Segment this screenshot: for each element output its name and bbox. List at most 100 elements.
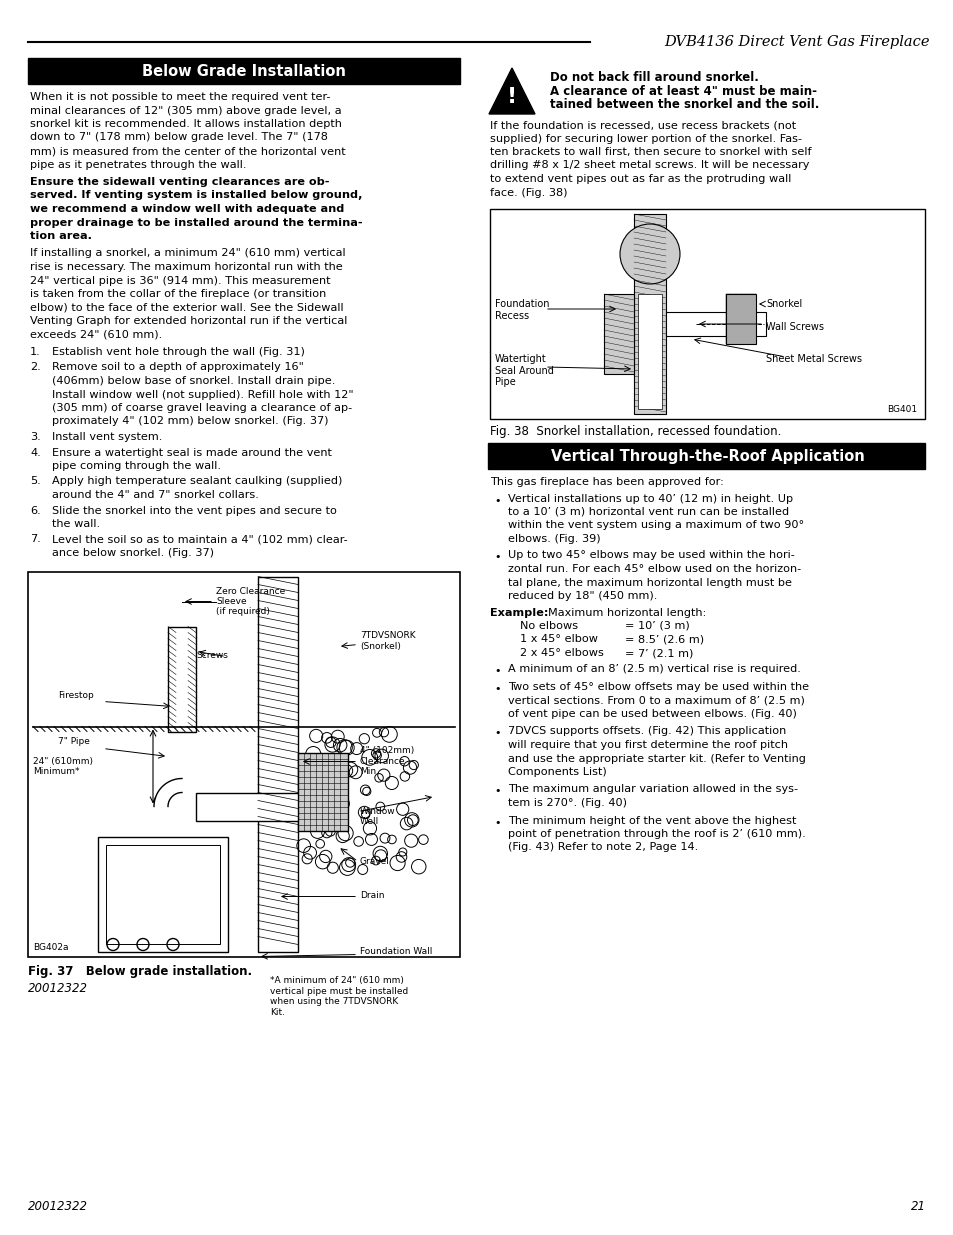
Text: 7" Pipe: 7" Pipe bbox=[58, 736, 90, 746]
Text: *A minimum of 24" (610 mm)
vertical pipe must be installed
when using the 7TDVSN: *A minimum of 24" (610 mm) vertical pipe… bbox=[270, 977, 408, 1016]
Text: and use the appropriate starter kit. (Refer to Venting: and use the appropriate starter kit. (Re… bbox=[507, 753, 805, 763]
Text: •: • bbox=[494, 729, 500, 739]
Text: vertical sections. From 0 to a maximum of 8’ (2.5 m): vertical sections. From 0 to a maximum o… bbox=[507, 695, 804, 705]
Text: 4" (102mm)
Clearance
Min.: 4" (102mm) Clearance Min. bbox=[359, 746, 414, 777]
Polygon shape bbox=[489, 68, 535, 114]
Text: Establish vent hole through the wall (Fig. 31): Establish vent hole through the wall (Fi… bbox=[52, 347, 305, 357]
Text: rise is necessary. The maximum horizontal run with the: rise is necessary. The maximum horizonta… bbox=[30, 262, 342, 272]
Text: When it is not possible to meet the required vent ter-: When it is not possible to meet the requ… bbox=[30, 91, 330, 103]
Text: Two sets of 45° elbow offsets may be used within the: Two sets of 45° elbow offsets may be use… bbox=[507, 682, 808, 692]
Text: 7.: 7. bbox=[30, 535, 41, 545]
Text: tained between the snorkel and the soil.: tained between the snorkel and the soil. bbox=[550, 98, 819, 111]
Text: Up to two 45° elbows may be used within the hori-: Up to two 45° elbows may be used within … bbox=[507, 551, 794, 561]
Text: within the vent system using a maximum of two 90°: within the vent system using a maximum o… bbox=[507, 520, 803, 531]
Text: proper drainage to be installed around the termina-: proper drainage to be installed around t… bbox=[30, 217, 362, 227]
Text: Foundation
Recess: Foundation Recess bbox=[495, 299, 549, 321]
Text: drilling #8 x 1/2 sheet metal screws. It will be necessary: drilling #8 x 1/2 sheet metal screws. It… bbox=[490, 161, 808, 170]
Text: No elbows: No elbows bbox=[519, 621, 578, 631]
Text: supplied) for securing lower portion of the snorkel. Fas-: supplied) for securing lower portion of … bbox=[490, 133, 801, 143]
Text: = 10’ (3 m): = 10’ (3 m) bbox=[624, 621, 689, 631]
Text: Ensure the sidewall venting clearances are ob-: Ensure the sidewall venting clearances a… bbox=[30, 177, 329, 186]
Bar bbox=[488, 443, 924, 469]
Text: This gas fireplace has been approved for:: This gas fireplace has been approved for… bbox=[490, 477, 723, 487]
Text: !: ! bbox=[506, 86, 517, 106]
Bar bbox=[257, 577, 297, 951]
Text: = 8.5’ (2.6 m): = 8.5’ (2.6 m) bbox=[624, 635, 703, 645]
Bar bbox=[297, 752, 348, 830]
Text: Components List): Components List) bbox=[507, 767, 606, 777]
Text: proximately 4" (102 mm) below snorkel. (Fig. 37): proximately 4" (102 mm) below snorkel. (… bbox=[52, 416, 328, 426]
Text: mm) is measured from the center of the horizontal vent: mm) is measured from the center of the h… bbox=[30, 146, 345, 156]
Text: Zero Clearance
Sleeve
(if required): Zero Clearance Sleeve (if required) bbox=[215, 587, 285, 616]
Text: Fig. 37   Below grade installation.: Fig. 37 Below grade installation. bbox=[28, 965, 252, 977]
Text: 24" (610mm)
Minimum*: 24" (610mm) Minimum* bbox=[33, 757, 92, 777]
Text: elbow) to the face of the exterior wall. See the Sidewall: elbow) to the face of the exterior wall.… bbox=[30, 303, 343, 312]
Text: •: • bbox=[494, 818, 500, 827]
Text: 1 x 45° elbow: 1 x 45° elbow bbox=[519, 635, 598, 645]
Text: 2 x 45° elbows: 2 x 45° elbows bbox=[519, 648, 603, 658]
Bar bbox=[725, 294, 755, 345]
Text: •: • bbox=[494, 684, 500, 694]
Bar bbox=[638, 294, 661, 409]
Text: minal clearances of 12" (305 mm) above grade level, a: minal clearances of 12" (305 mm) above g… bbox=[30, 105, 341, 116]
Text: Screws: Screws bbox=[196, 652, 228, 661]
Text: BG402a: BG402a bbox=[33, 942, 69, 951]
Text: If installing a snorkel, a minimum 24" (610 mm) vertical: If installing a snorkel, a minimum 24" (… bbox=[30, 248, 345, 258]
Bar bbox=[106, 845, 220, 944]
Text: If the foundation is recessed, use recess brackets (not: If the foundation is recessed, use reces… bbox=[490, 120, 796, 130]
Text: 3.: 3. bbox=[30, 432, 41, 442]
Text: ten brackets to wall first, then secure to snorkel with self: ten brackets to wall first, then secure … bbox=[490, 147, 811, 157]
Text: Drain: Drain bbox=[359, 892, 384, 900]
Text: Slide the snorkel into the vent pipes and secure to: Slide the snorkel into the vent pipes an… bbox=[52, 505, 336, 515]
Text: we recommend a window well with adequate and: we recommend a window well with adequate… bbox=[30, 204, 344, 214]
Text: down to 7" (178 mm) below grade level. The 7" (178: down to 7" (178 mm) below grade level. T… bbox=[30, 132, 328, 142]
Bar bbox=[28, 58, 459, 84]
Text: Ensure a watertight seal is made around the vent: Ensure a watertight seal is made around … bbox=[52, 447, 332, 457]
Text: (305 mm) of coarse gravel leaving a clearance of ap-: (305 mm) of coarse gravel leaving a clea… bbox=[52, 403, 352, 412]
Text: Snorkel: Snorkel bbox=[765, 299, 801, 309]
Text: Example:: Example: bbox=[490, 608, 548, 618]
Bar bbox=[28, 572, 459, 956]
Text: pipe as it penetrates through the wall.: pipe as it penetrates through the wall. bbox=[30, 159, 246, 169]
Bar bbox=[634, 214, 665, 414]
Text: 7TDVSNORK
(Snorkel): 7TDVSNORK (Snorkel) bbox=[359, 631, 416, 651]
Text: 21: 21 bbox=[910, 1200, 925, 1213]
Text: Apply high temperature sealant caulking (supplied): Apply high temperature sealant caulking … bbox=[52, 477, 342, 487]
Text: elbows. (Fig. 39): elbows. (Fig. 39) bbox=[507, 534, 600, 543]
Text: (406mm) below base of snorkel. Install drain pipe.: (406mm) below base of snorkel. Install d… bbox=[52, 375, 335, 387]
Text: = 7’ (2.1 m): = 7’ (2.1 m) bbox=[624, 648, 693, 658]
Bar bbox=[98, 836, 228, 951]
Text: point of penetration through the roof is 2’ (610 mm).: point of penetration through the roof is… bbox=[507, 829, 805, 839]
Bar bbox=[490, 209, 924, 419]
Text: Install window well (not supplied). Refill hole with 12": Install window well (not supplied). Refi… bbox=[52, 389, 354, 399]
Text: Sheet Metal Screws: Sheet Metal Screws bbox=[765, 354, 862, 364]
Text: 7DVCS supports offsets. (Fig. 42) This application: 7DVCS supports offsets. (Fig. 42) This a… bbox=[507, 726, 785, 736]
Text: Venting Graph for extended horizontal run if the vertical: Venting Graph for extended horizontal ru… bbox=[30, 316, 347, 326]
Text: The maximum angular variation allowed in the sys-: The maximum angular variation allowed in… bbox=[507, 784, 797, 794]
Text: Gravel: Gravel bbox=[359, 857, 390, 866]
Text: (Fig. 43) Refer to note 2, Page 14.: (Fig. 43) Refer to note 2, Page 14. bbox=[507, 842, 698, 852]
Text: Firestop: Firestop bbox=[58, 692, 93, 700]
Text: Install vent system.: Install vent system. bbox=[52, 432, 162, 442]
Text: reduced by 18" (450 mm).: reduced by 18" (450 mm). bbox=[507, 592, 657, 601]
Text: Remove soil to a depth of approximately 16": Remove soil to a depth of approximately … bbox=[52, 363, 304, 373]
Text: snorkel kit is recommended. It allows installation depth: snorkel kit is recommended. It allows in… bbox=[30, 119, 341, 128]
Text: to extend vent pipes out as far as the protruding wall: to extend vent pipes out as far as the p… bbox=[490, 174, 791, 184]
Text: Do not back fill around snorkel.: Do not back fill around snorkel. bbox=[550, 70, 758, 84]
Text: of vent pipe can be used between elbows. (Fig. 40): of vent pipe can be used between elbows.… bbox=[507, 709, 796, 719]
Text: BG401: BG401 bbox=[886, 405, 916, 414]
Text: A clearance of at least 4" must be main-: A clearance of at least 4" must be main- bbox=[550, 85, 816, 98]
Text: Below Grade Installation: Below Grade Installation bbox=[142, 63, 346, 79]
Text: 1.: 1. bbox=[30, 347, 41, 357]
Text: 2.: 2. bbox=[30, 363, 41, 373]
Text: zontal run. For each 45° elbow used on the horizon-: zontal run. For each 45° elbow used on t… bbox=[507, 564, 801, 574]
Text: Window
Well: Window Well bbox=[359, 806, 395, 826]
Text: •: • bbox=[494, 552, 500, 562]
Text: Fig. 38  Snorkel installation, recessed foundation.: Fig. 38 Snorkel installation, recessed f… bbox=[490, 425, 781, 438]
Text: 20012322: 20012322 bbox=[28, 1200, 88, 1213]
Bar bbox=[168, 626, 195, 731]
Text: around the 4" and 7" snorkel collars.: around the 4" and 7" snorkel collars. bbox=[52, 490, 258, 500]
Text: to a 10’ (3 m) horizontal vent run can be installed: to a 10’ (3 m) horizontal vent run can b… bbox=[507, 508, 788, 517]
Bar bbox=[195, 793, 337, 820]
Text: ance below snorkel. (Fig. 37): ance below snorkel. (Fig. 37) bbox=[52, 548, 213, 558]
